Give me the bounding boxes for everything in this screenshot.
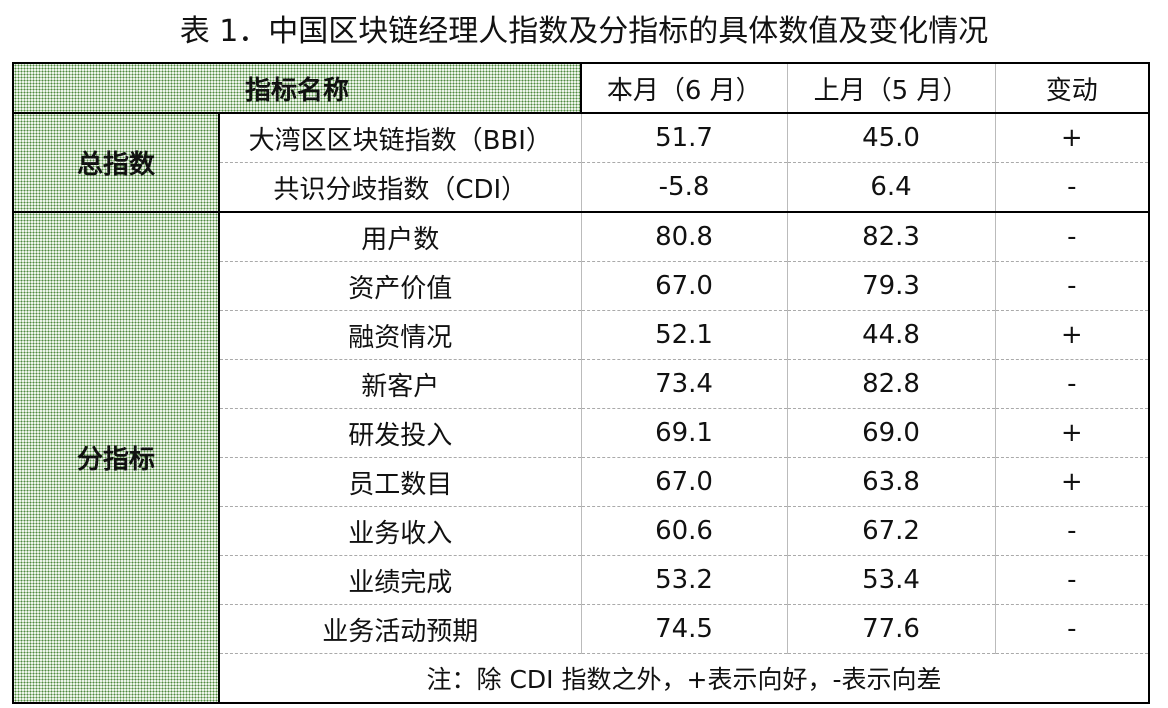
row-change: + xyxy=(995,408,1151,458)
row-previous: 69.0 xyxy=(787,408,996,458)
row-previous: 53.4 xyxy=(787,555,996,605)
row-name: 研发投入 xyxy=(219,408,582,458)
row-name: 大湾区区块链指数（BBI） xyxy=(219,113,582,163)
table-row: 分指标 用户数 80.8 82.3 - xyxy=(12,212,1151,704)
group-label-total: 总指数 xyxy=(12,113,220,213)
header-row: 指标名称 本月（6 月） 上月（5 月） 变动 xyxy=(11,62,1151,114)
index-table: 指标名称 本月（6 月） 上月（5 月） 变动 总指数 大湾区区块链指数（BBI… xyxy=(11,62,1151,704)
header-indicator-name: 指标名称 xyxy=(11,62,583,114)
row-name: 业绩完成 xyxy=(219,555,582,605)
table-row: 业务活动预期 74.5 77.6 - xyxy=(13,604,1151,654)
row-change: - xyxy=(995,359,1151,409)
table-row: 业绩完成 53.2 53.4 - xyxy=(13,555,1151,605)
table-row: 研发投入 69.1 69.0 + xyxy=(13,408,1151,458)
row-change: + xyxy=(995,113,1151,163)
row-current: 67.0 xyxy=(581,457,788,507)
row-current: 74.5 xyxy=(581,604,788,654)
group-label-sub: 分指标 xyxy=(12,212,220,704)
header-previous-month: 上月（5 月） xyxy=(787,62,996,114)
row-current: -5.8 xyxy=(581,162,788,213)
row-change: + xyxy=(995,457,1151,507)
row-change: - xyxy=(995,212,1151,262)
header-current-month: 本月（6 月） xyxy=(581,62,788,114)
row-current: 53.2 xyxy=(581,555,788,605)
table-row: 员工数目 67.0 63.8 + xyxy=(13,457,1151,507)
row-current: 80.8 xyxy=(581,212,788,262)
row-current: 73.4 xyxy=(581,359,788,409)
row-change: + xyxy=(995,310,1151,360)
row-name: 共识分歧指数（CDI） xyxy=(219,162,582,213)
row-previous: 77.6 xyxy=(787,604,996,654)
table-row: 总指数 大湾区区块链指数（BBI） 51.7 45.0 + xyxy=(12,113,1151,213)
row-current: 60.6 xyxy=(581,506,788,556)
table-title: 表 1．中国区块链经理人指数及分指标的具体数值及变化情况 xyxy=(179,14,989,49)
table-note: 注：除 CDI 指数之外，+表示向好，-表示向差 xyxy=(219,653,1151,704)
row-change: - xyxy=(995,506,1151,556)
row-previous: 44.8 xyxy=(787,310,996,360)
row-name: 新客户 xyxy=(219,359,582,409)
row-name: 业务活动预期 xyxy=(219,604,582,654)
row-previous: 79.3 xyxy=(787,261,996,311)
row-current: 67.0 xyxy=(581,261,788,311)
row-name: 业务收入 xyxy=(219,506,582,556)
table-row: 新客户 73.4 82.8 - xyxy=(13,359,1151,409)
row-name: 融资情况 xyxy=(219,310,582,360)
table-row: 共识分歧指数（CDI） -5.8 6.4 - xyxy=(13,162,1151,213)
row-change: - xyxy=(995,604,1151,654)
row-previous: 82.3 xyxy=(787,212,996,262)
row-change: - xyxy=(995,555,1151,605)
row-change: - xyxy=(995,261,1151,311)
row-name: 用户数 xyxy=(219,212,582,262)
row-current: 51.7 xyxy=(581,113,788,163)
row-previous: 6.4 xyxy=(787,162,996,213)
row-previous: 67.2 xyxy=(787,506,996,556)
table-row: 资产价值 67.0 79.3 - xyxy=(13,261,1151,311)
row-current: 69.1 xyxy=(581,408,788,458)
row-previous: 82.8 xyxy=(787,359,996,409)
row-previous: 63.8 xyxy=(787,457,996,507)
note-row: 注：除 CDI 指数之外，+表示向好，-表示向差 xyxy=(13,653,1151,704)
row-current: 52.1 xyxy=(581,310,788,360)
row-change: - xyxy=(995,162,1151,213)
row-previous: 45.0 xyxy=(787,113,996,163)
row-name: 资产价值 xyxy=(219,261,582,311)
row-name: 员工数目 xyxy=(219,457,582,507)
table-row: 业务收入 60.6 67.2 - xyxy=(13,506,1151,556)
table-row: 融资情况 52.1 44.8 + xyxy=(13,310,1151,360)
header-change: 变动 xyxy=(995,62,1151,114)
